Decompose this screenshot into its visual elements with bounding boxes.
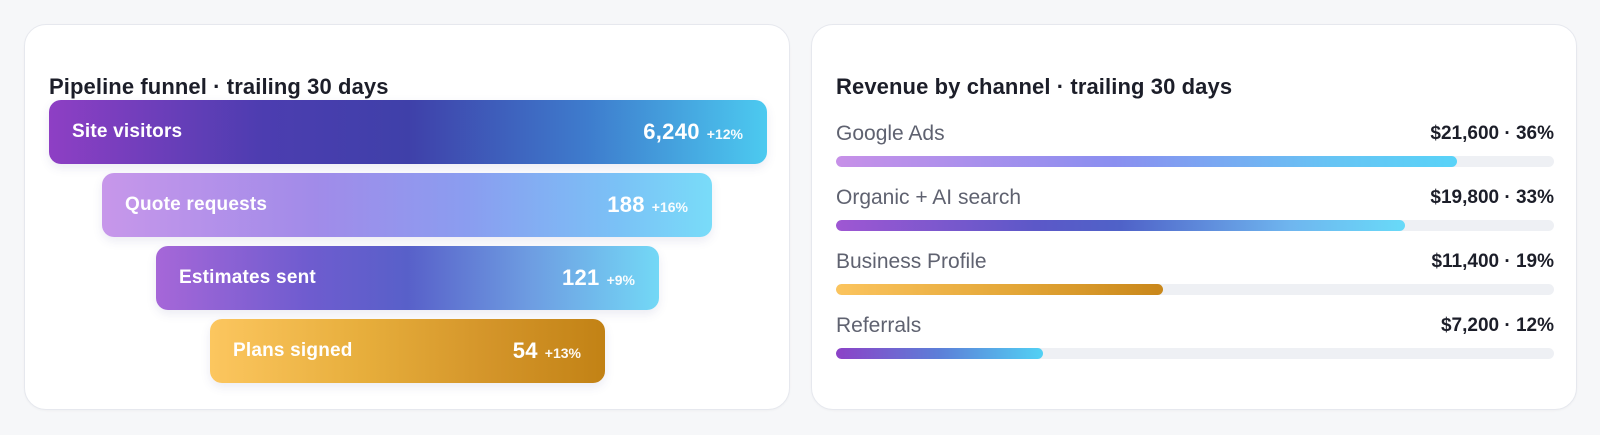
funnel-stage-metric: 121 +9% (562, 265, 635, 291)
channel-value: $11,400 · 19% (1431, 251, 1554, 272)
funnel-stage-label: Estimates sent (179, 267, 316, 288)
funnel-stage-delta: +16% (651, 199, 688, 215)
funnel-stage-label: Plans signed (233, 340, 353, 361)
channel-progress-fill (836, 156, 1458, 167)
channel-name: Organic + AI search (836, 186, 1022, 209)
channel-value: $7,200 · 12% (1440, 315, 1554, 336)
funnel-stage-metric: 54 +13% (513, 338, 581, 364)
channel-name: Business Profile (836, 250, 987, 273)
channel-progress-track (836, 156, 1554, 167)
channel-row-referrals[interactable]: Referrals $7,200 · 12% (836, 314, 1554, 364)
channel-name: Referrals (836, 314, 922, 337)
funnel-stage-delta: +12% (706, 126, 743, 142)
channel-progress-fill (836, 284, 1164, 295)
funnel-stage-delta: +13% (544, 345, 581, 361)
funnel-stage-estimates-sent[interactable]: Estimates sent 121 +9% (156, 246, 659, 310)
pipeline-funnel-title: Pipeline funnel · trailing 30 days (49, 74, 389, 99)
channel-value: $19,800 · 33% (1430, 187, 1554, 208)
channel-name: Google Ads (836, 122, 945, 145)
channel-value: $21,600 · 36% (1430, 123, 1554, 144)
channel-row-business-profile[interactable]: Business Profile $11,400 · 19% (836, 250, 1554, 300)
pipeline-funnel-card: Pipeline funnel · trailing 30 days Site … (24, 24, 790, 410)
channel-progress-fill (836, 348, 1043, 359)
funnel-stage-metric: 188 +16% (607, 192, 688, 218)
funnel-stage-value: 188 (607, 192, 645, 217)
channel-row-google-ads[interactable]: Google Ads $21,600 · 36% (836, 122, 1554, 172)
funnel-stage-metric: 6,240 +12% (643, 119, 743, 145)
funnel-stage-plans-signed[interactable]: Plans signed 54 +13% (210, 319, 605, 383)
revenue-by-channel-card: Revenue by channel · trailing 30 days Go… (811, 24, 1577, 410)
funnel-stage-label: Site visitors (72, 121, 183, 142)
channel-progress-fill (836, 220, 1405, 231)
funnel-stage-value: 121 (561, 265, 600, 290)
funnel-stage-site-visitors[interactable]: Site visitors 6,240 +12% (49, 100, 767, 164)
channel-progress-track (836, 348, 1554, 359)
channel-row-organic-ai-search[interactable]: Organic + AI search $19,800 · 33% (836, 186, 1554, 236)
funnel-stage-value: 6,240 (643, 119, 700, 144)
funnel-stage-value: 54 (512, 338, 538, 363)
funnel-stage-quote-requests[interactable]: Quote requests 188 +16% (102, 173, 712, 237)
revenue-by-channel-title: Revenue by channel · trailing 30 days (836, 74, 1233, 99)
channel-progress-track (836, 284, 1554, 295)
funnel-stage-label: Quote requests (125, 194, 268, 215)
channel-progress-track (836, 220, 1554, 231)
funnel-stage-delta: +9% (606, 272, 635, 288)
